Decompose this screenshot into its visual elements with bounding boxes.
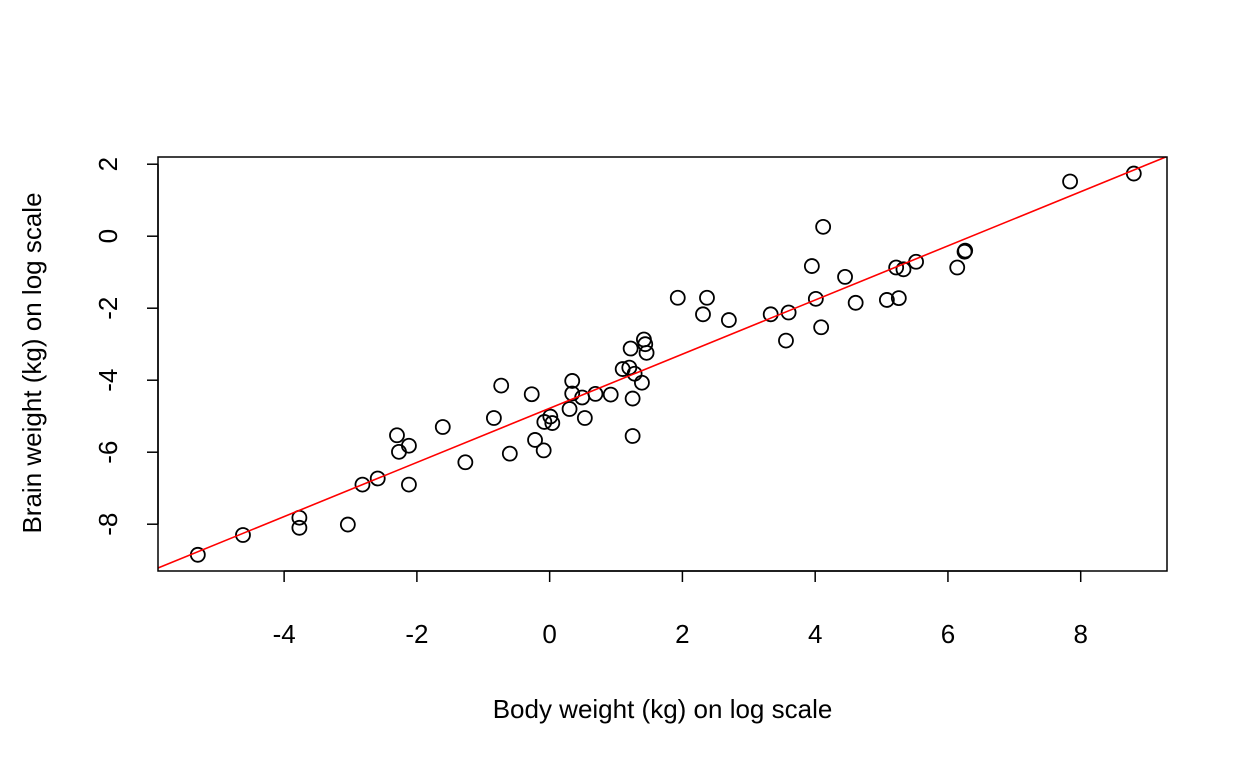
data-point	[235, 527, 251, 543]
data-point	[720, 312, 737, 328]
data-point	[888, 259, 905, 276]
data-point	[401, 476, 417, 493]
y-axis: -8 -6 -4 -2 0 2	[93, 157, 159, 536]
data-point	[807, 290, 824, 307]
regression-line	[157, 156, 1167, 569]
data-point	[637, 336, 654, 353]
x-tick-label: -2	[405, 619, 428, 649]
data-point	[890, 290, 907, 307]
data-point	[542, 408, 559, 425]
y-axis-label: Brain weight (kg) on log scale	[17, 192, 47, 533]
data-point	[501, 445, 518, 462]
data-point	[391, 443, 407, 460]
x-tick-label: 4	[808, 619, 822, 649]
data-point	[291, 519, 308, 536]
y-tick-label: -2	[93, 297, 123, 320]
data-point	[815, 218, 832, 235]
data-point	[803, 258, 820, 274]
data-point	[699, 289, 715, 306]
data-point	[1062, 173, 1078, 190]
data-point	[561, 401, 578, 417]
x-tick-label: 2	[675, 619, 689, 649]
data-point	[493, 377, 510, 394]
y-tick-label: 0	[93, 229, 123, 243]
data-point	[544, 415, 561, 431]
data-point	[669, 289, 686, 306]
data-point	[354, 476, 371, 493]
x-tick-label: 8	[1073, 619, 1087, 649]
data-point	[602, 386, 619, 403]
data-point	[847, 294, 864, 311]
data-point	[634, 374, 650, 391]
data-point	[535, 442, 552, 459]
data-point	[624, 390, 641, 407]
x-tick-label: 6	[941, 619, 955, 649]
data-point	[564, 373, 581, 389]
y-tick-label: -8	[93, 513, 123, 536]
data-point	[339, 516, 356, 533]
data-point	[457, 454, 474, 471]
data-point	[485, 410, 502, 426]
y-tick-label: -6	[93, 441, 123, 464]
plot-frame	[157, 156, 1168, 572]
data-point	[622, 340, 639, 357]
data-point	[638, 344, 655, 361]
x-tick-label: 0	[542, 619, 556, 649]
data-point	[587, 385, 604, 402]
x-axis-label: Body weight (kg) on log scale	[493, 694, 833, 724]
data-point	[576, 410, 593, 426]
data-point	[401, 437, 417, 454]
x-axis: -4 -2 0 2 4 6 8	[273, 570, 1088, 649]
data-point	[780, 304, 797, 321]
data-point	[878, 292, 895, 308]
data-point	[957, 242, 974, 259]
data-point	[778, 332, 794, 349]
points-layer	[189, 165, 1142, 563]
data-point	[624, 428, 641, 444]
data-point	[837, 268, 853, 285]
data-point	[369, 470, 386, 487]
y-tick-label: 2	[93, 157, 123, 171]
data-point	[564, 385, 581, 402]
data-point	[389, 427, 405, 444]
data-point	[813, 319, 830, 336]
x-tick-label: -4	[273, 619, 296, 649]
y-tick-label: -4	[93, 369, 123, 392]
data-point	[434, 419, 451, 435]
data-point	[949, 259, 966, 276]
data-point	[762, 306, 779, 323]
data-point	[695, 306, 711, 323]
data-point	[895, 261, 912, 278]
data-point	[527, 432, 543, 448]
data-point	[523, 386, 540, 403]
